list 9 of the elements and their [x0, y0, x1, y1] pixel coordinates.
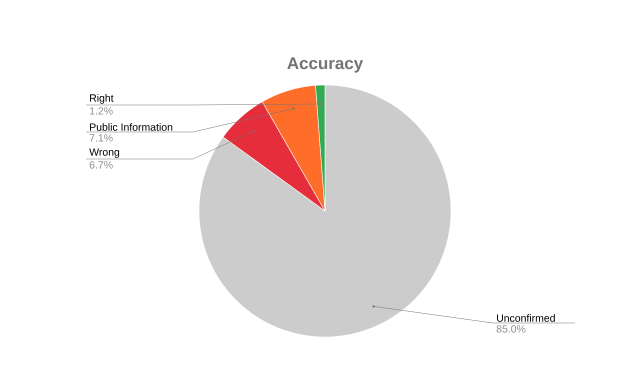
slice-label: Unconfirmed: [497, 314, 555, 322]
data-label: 85.0%: [496, 325, 526, 333]
slice-label: Right: [90, 94, 114, 104]
data-label: 1.2%: [90, 107, 113, 115]
slice-label: Public Information: [90, 123, 172, 131]
slice-label: Wrong: [89, 148, 120, 158]
data-label: 6.7%: [90, 161, 113, 169]
chart-title: Accuracy: [287, 57, 364, 73]
data-label: 7.1%: [90, 134, 113, 142]
